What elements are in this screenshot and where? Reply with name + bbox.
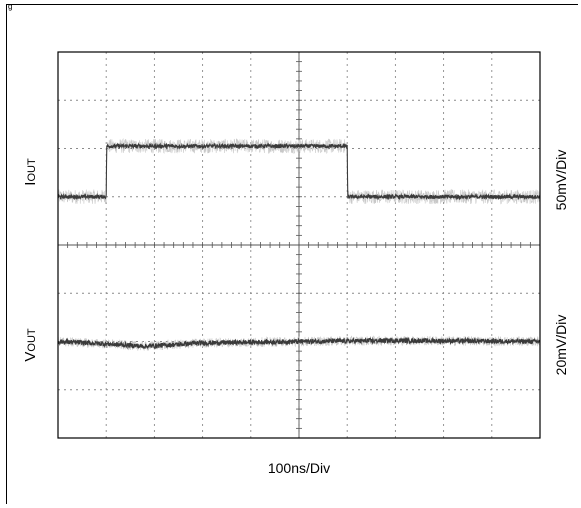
iout-label-main: I (22, 182, 39, 186)
plot-border (57, 51, 541, 439)
vout-scale-label: 20mV/Div (553, 315, 569, 376)
vout-trace (57, 336, 541, 350)
vout-label-sub: OUT (26, 328, 38, 352)
vout-label: VOUT (22, 328, 39, 362)
grid-layer (57, 51, 541, 439)
iout-label-sub: OUT (26, 158, 38, 182)
vout-label-main: V (22, 352, 39, 362)
iout-trace (57, 142, 541, 201)
figure-frame: g (6, 2, 578, 504)
trace-layer (57, 138, 541, 351)
iout-label: IOUT (22, 158, 39, 186)
iout-scale-label: 50mV/Div (553, 150, 569, 211)
x-axis-label: 100ns/Div (268, 460, 330, 476)
figure-label: g (8, 2, 13, 11)
